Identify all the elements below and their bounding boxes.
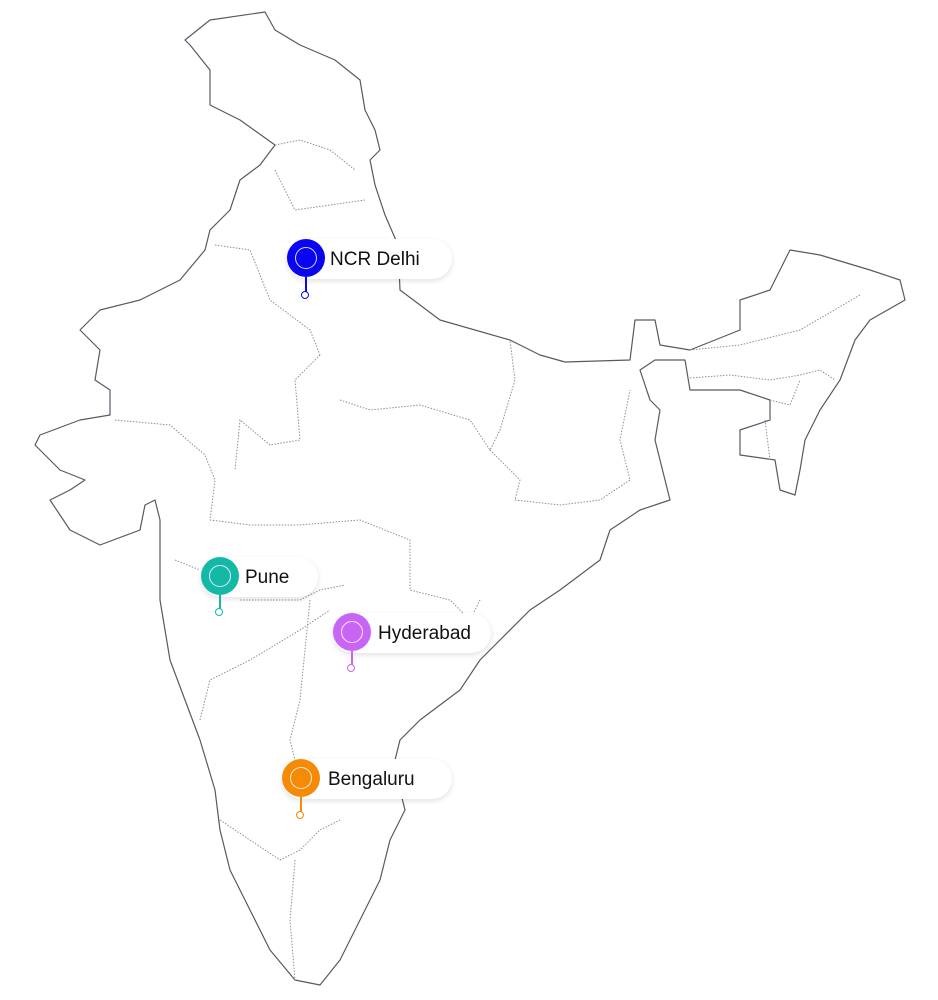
marker-label: Bengaluru: [328, 769, 415, 790]
location-pin-icon: [287, 239, 325, 277]
location-pin-icon: [282, 759, 320, 797]
marker-stem: [219, 595, 221, 613]
marker-point: [215, 608, 223, 616]
location-pin-icon: [201, 557, 239, 595]
marker-stem: [351, 651, 353, 669]
marker-point: [301, 291, 309, 299]
marker-label: Pune: [245, 567, 290, 588]
country-outline: [34, 11, 906, 986]
marker-stem: [300, 797, 302, 815]
marker-label: Hyderabad: [378, 623, 471, 644]
marker-label: NCR Delhi: [330, 249, 420, 270]
state-borders: [114, 139, 861, 981]
marker-point: [347, 664, 355, 672]
location-pin-icon: [333, 613, 371, 651]
marker-point: [296, 811, 304, 819]
marker-stem: [305, 277, 307, 295]
